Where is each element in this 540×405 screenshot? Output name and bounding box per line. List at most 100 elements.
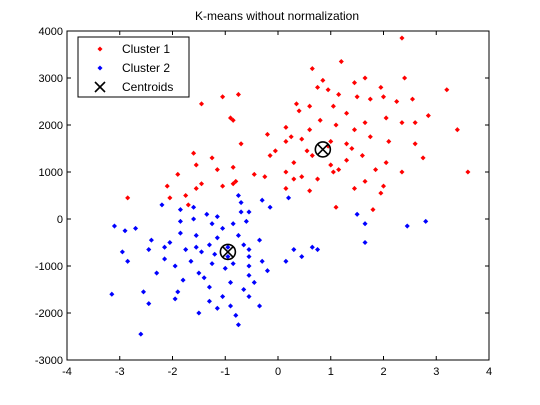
data-point — [264, 268, 270, 274]
data-point — [386, 138, 392, 144]
y-tick-label: 0 — [57, 214, 63, 226]
y-tick-label: 3000 — [39, 73, 63, 85]
data-point — [309, 244, 315, 250]
data-point — [373, 167, 379, 173]
y-tick-label: -3000 — [35, 355, 63, 367]
data-point — [235, 232, 241, 238]
data-point — [220, 183, 226, 189]
data-point — [212, 251, 218, 257]
data-point — [367, 134, 373, 140]
centroid-marker — [314, 141, 332, 158]
data-point — [264, 131, 270, 137]
data-point — [383, 115, 389, 121]
data-point — [359, 153, 365, 159]
data-point — [283, 185, 289, 191]
data-point — [362, 239, 368, 246]
data-point — [333, 122, 339, 128]
data-point — [362, 178, 368, 184]
data-point — [233, 178, 239, 184]
data-point — [344, 141, 350, 147]
data-point — [362, 75, 368, 81]
data-point — [412, 120, 418, 126]
data-point — [241, 286, 247, 293]
data-point — [193, 185, 199, 191]
data-point — [399, 35, 405, 41]
data-point — [404, 223, 410, 229]
data-point — [283, 169, 289, 175]
data-point — [425, 113, 431, 119]
data-point — [291, 247, 297, 253]
data-point — [412, 141, 418, 147]
data-point — [177, 230, 183, 236]
data-point — [444, 87, 450, 93]
data-point — [307, 103, 313, 109]
data-point — [338, 59, 344, 65]
data-point — [198, 181, 205, 187]
data-point — [167, 239, 173, 246]
x-tick-label: -3 — [115, 366, 125, 378]
data-point — [159, 202, 165, 208]
x-tick-label: -1 — [220, 366, 230, 378]
data-point — [246, 247, 252, 253]
data-point — [283, 138, 289, 144]
x-tick-label: -2 — [168, 366, 178, 378]
data-point — [288, 134, 294, 140]
data-point — [209, 261, 215, 267]
data-point — [344, 157, 350, 163]
data-point — [367, 96, 373, 102]
data-point — [315, 176, 321, 182]
data-point — [133, 225, 139, 231]
data-point — [238, 209, 244, 215]
data-point — [246, 209, 252, 215]
data-point — [423, 218, 429, 224]
data-point — [394, 98, 400, 105]
data-point — [196, 310, 202, 316]
data-point — [325, 87, 331, 93]
data-point — [283, 124, 289, 130]
data-point — [362, 120, 368, 126]
data-point — [162, 256, 168, 262]
data-point — [272, 148, 278, 154]
data-point — [262, 174, 268, 180]
data-point — [351, 185, 358, 191]
data-point — [125, 195, 131, 201]
data-point — [354, 94, 360, 100]
data-point — [409, 96, 416, 102]
y-tick-label: -1000 — [35, 261, 63, 273]
data-point — [399, 169, 405, 175]
data-point — [198, 101, 205, 107]
data-point — [140, 289, 147, 295]
data-point — [146, 301, 152, 307]
data-point — [111, 223, 117, 229]
data-point — [185, 202, 191, 208]
data-point — [259, 258, 265, 264]
data-point — [183, 247, 189, 253]
data-point — [380, 183, 387, 189]
data-point — [204, 211, 210, 217]
data-point — [241, 242, 247, 248]
data-point — [109, 291, 115, 297]
data-point — [214, 214, 220, 220]
legend-entry: Centroids — [94, 80, 173, 94]
data-point — [201, 275, 207, 281]
data-point — [122, 228, 128, 234]
data-point — [214, 167, 220, 173]
data-point — [351, 80, 358, 86]
data-point — [257, 237, 263, 243]
x-tick-label: -4 — [62, 366, 72, 378]
data-point — [125, 258, 131, 264]
x-tick-label: 2 — [380, 366, 386, 378]
data-point — [206, 284, 212, 290]
data-point — [251, 171, 257, 177]
x-tick-label: 1 — [328, 366, 334, 378]
y-tick-label: 1000 — [39, 167, 63, 179]
data-point — [336, 91, 342, 97]
data-point — [251, 279, 257, 285]
data-point — [177, 218, 183, 224]
data-point — [191, 150, 197, 156]
data-point — [235, 192, 241, 199]
data-point — [299, 254, 305, 260]
data-point — [336, 167, 342, 173]
plot-area — [109, 35, 471, 337]
